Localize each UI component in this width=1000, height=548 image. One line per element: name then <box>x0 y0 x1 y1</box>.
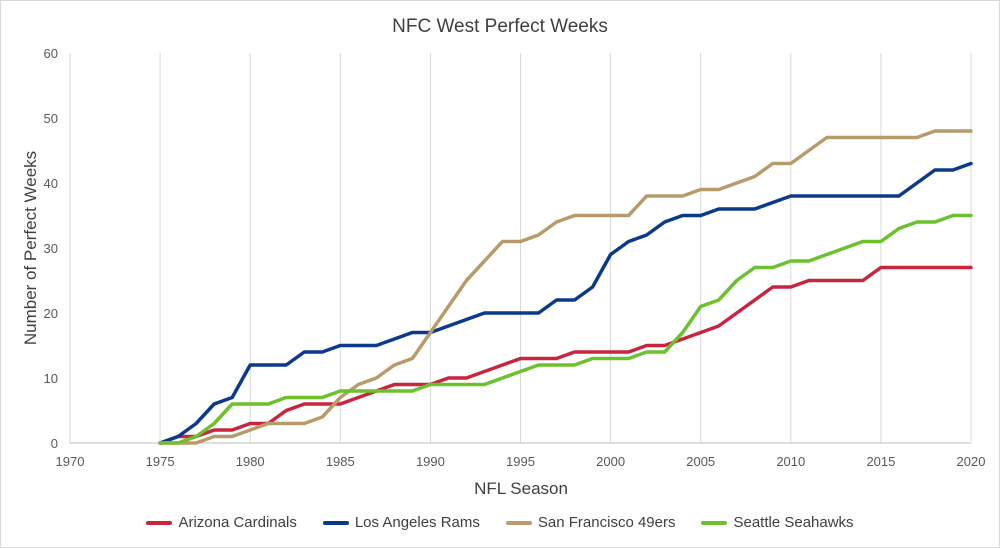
x-axis-label: NFL Season <box>474 479 568 498</box>
x-tick-label: 2005 <box>686 454 715 469</box>
legend-swatch <box>322 520 349 525</box>
legend-swatch <box>701 520 728 525</box>
x-tick-label: 2010 <box>776 454 805 469</box>
x-tick-label: 2000 <box>596 454 625 469</box>
y-tick-label: 60 <box>44 46 58 61</box>
x-tick-label: 1985 <box>326 454 355 469</box>
y-tick-label: 30 <box>44 241 58 256</box>
x-tick-label: 1990 <box>416 454 445 469</box>
y-tick-label: 40 <box>44 176 58 191</box>
y-tick-label: 0 <box>51 436 58 451</box>
legend-swatch <box>146 520 173 525</box>
legend-label: Arizona Cardinals <box>178 514 297 531</box>
chart-title: NFC West Perfect Weeks <box>392 16 608 37</box>
y-axis-label: Number of Perfect Weeks <box>21 151 40 345</box>
legend-swatch <box>505 520 532 525</box>
x-tick-label: 1980 <box>236 454 265 469</box>
x-tick-label: 2020 <box>957 454 986 469</box>
series-line-los-angeles-rams <box>158 161 973 445</box>
legend-label: Los Angeles Rams <box>354 514 480 531</box>
legend-label: San Francisco 49ers <box>537 514 676 531</box>
series-line-arizona-cardinals <box>158 265 973 445</box>
chart-legend: Arizona Cardinals Los Angeles Rams San Fra… <box>0 514 1000 531</box>
x-tick-label: 1970 <box>56 454 85 469</box>
series-line-san-francisco-49ers <box>158 129 973 445</box>
x-tick-label: 1995 <box>506 454 535 469</box>
series-line-seattle-seahawks <box>158 213 973 445</box>
y-tick-label: 10 <box>44 371 58 386</box>
legend-item-seattle-seahawks: Seattle Seahawks <box>701 514 854 531</box>
legend-label: Seattle Seahawks <box>733 514 854 531</box>
x-tick-label: 2015 <box>866 454 895 469</box>
x-tick-label: 1975 <box>146 454 175 469</box>
legend-item-los-angeles-rams: Los Angeles Rams <box>322 514 480 531</box>
y-tick-label: 50 <box>44 111 58 126</box>
y-tick-label: 20 <box>44 306 58 321</box>
legend-item-san-francisco-49ers: San Francisco 49ers <box>505 514 676 531</box>
legend-item-arizona-cardinals: Arizona Cardinals <box>146 514 297 531</box>
